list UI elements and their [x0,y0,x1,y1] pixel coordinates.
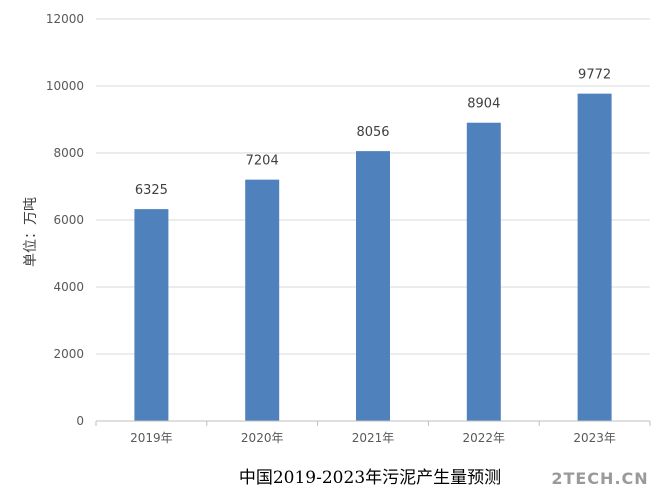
bar-5 [577,93,612,421]
x-tick-label: 2019年 [130,431,173,445]
bar-2 [245,179,280,421]
y-tick-label: 8000 [53,146,84,160]
data-label-5: 9772 [578,68,611,83]
bars [134,93,612,421]
y-tick-label: 6000 [53,213,84,227]
data-label-3: 8056 [356,125,389,140]
data-label-2: 7204 [246,154,279,169]
y-tick-label: 4000 [53,280,84,294]
watermark-text: 2TECH.CN [551,469,648,488]
data-labels: 6325 7204 8056 8904 9772 [135,68,611,198]
y-axis-title: 单位：万吨 [23,197,39,267]
x-tick-label: 2020年 [241,431,284,445]
y-tick-label: 10000 [46,79,84,93]
bar-3 [356,151,390,421]
data-label-1: 6325 [135,183,168,198]
y-axis-ticks: 0 2000 4000 6000 8000 10000 12000 [46,12,84,428]
y-tick-label: 0 [76,414,84,428]
bar-4 [466,122,501,421]
x-axis-ticks: 2019年 2020年 2021年 2022年 2023年 [95,421,651,445]
y-tick-label: 12000 [46,12,84,26]
data-label-4: 8904 [467,97,500,112]
y-tick-label: 2000 [53,347,84,361]
x-tick-label: 2021年 [352,431,395,445]
bar-1 [134,209,169,421]
chart-title: 中国2019-2023年污泥产生量预测 [239,468,501,488]
x-tick-label: 2023年 [573,431,616,445]
x-tick-label: 2022年 [463,431,506,445]
